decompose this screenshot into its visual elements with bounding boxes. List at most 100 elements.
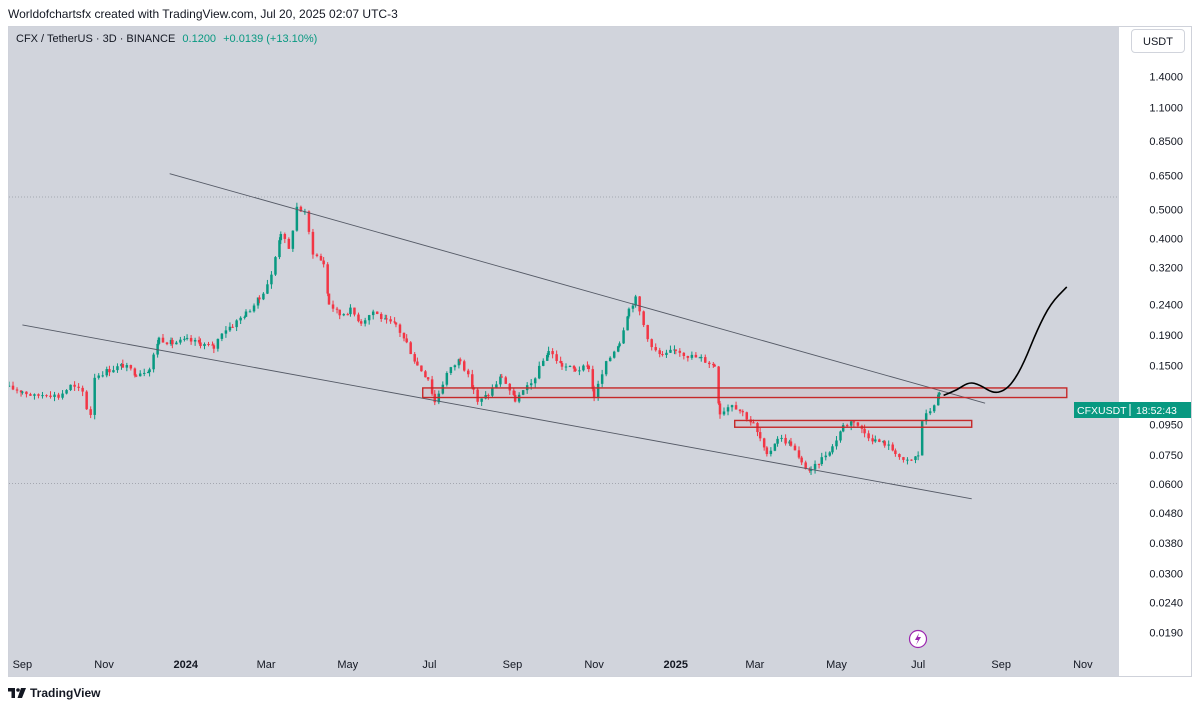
candle — [449, 367, 453, 374]
candle — [405, 338, 408, 343]
candle — [189, 337, 193, 342]
candle — [413, 354, 416, 362]
candle — [587, 365, 591, 370]
candle — [673, 349, 676, 351]
candle — [512, 390, 516, 395]
candle — [322, 260, 325, 265]
candle — [142, 372, 146, 374]
candle — [41, 395, 44, 397]
candle — [384, 318, 387, 320]
candle — [291, 230, 295, 249]
candle — [508, 383, 512, 391]
tradingview-logo-icon[interactable] — [8, 688, 26, 698]
candle — [708, 362, 711, 365]
candle — [212, 345, 216, 349]
candle — [101, 375, 104, 377]
plot-area[interactable] — [9, 27, 1119, 651]
candle — [25, 391, 28, 395]
candle — [105, 369, 108, 376]
candle — [379, 313, 383, 320]
candle — [49, 395, 52, 397]
x-tick-label: Mar — [745, 659, 764, 671]
candle — [185, 337, 189, 339]
candle — [916, 455, 920, 457]
candle — [669, 349, 672, 353]
price-axis[interactable] — [1119, 27, 1191, 676]
candle — [631, 305, 635, 309]
candle — [327, 293, 331, 305]
candle — [813, 463, 817, 470]
candle — [608, 357, 612, 362]
candle — [712, 364, 715, 366]
candle — [713, 364, 716, 367]
candle — [121, 363, 125, 368]
tradingview-logo-text[interactable]: TradingView — [30, 686, 101, 700]
candle — [513, 394, 517, 402]
candle — [568, 366, 572, 368]
candle — [828, 452, 832, 456]
candle — [409, 342, 412, 355]
candle — [346, 314, 350, 316]
candle — [574, 368, 577, 371]
candle — [283, 234, 287, 239]
candle — [572, 366, 576, 369]
candle — [398, 324, 402, 333]
candle — [780, 437, 783, 439]
candle — [175, 342, 178, 345]
candle — [9, 385, 11, 387]
candle — [319, 255, 323, 261]
candle — [856, 422, 860, 426]
candle — [457, 359, 461, 366]
candle — [179, 339, 182, 343]
candle — [722, 411, 726, 415]
upper-zone — [422, 387, 1068, 399]
candle — [800, 457, 803, 463]
x-tick-label: May — [337, 659, 358, 671]
candle — [914, 456, 917, 461]
candle — [171, 339, 174, 345]
candle — [193, 339, 197, 342]
candle — [694, 354, 698, 358]
candle — [21, 391, 24, 393]
candle — [248, 311, 252, 313]
candle — [578, 370, 581, 372]
candle — [871, 438, 874, 442]
candle — [441, 384, 445, 394]
candle — [445, 373, 449, 385]
candle — [616, 346, 620, 352]
currency-button[interactable]: USDT — [1131, 29, 1185, 53]
candle — [642, 311, 645, 326]
candle — [299, 206, 303, 212]
candle — [758, 432, 762, 439]
candle — [769, 450, 773, 455]
chart-legend: CFX / TetherUS · 3D · BINANCE 0.1200 +0.… — [16, 33, 321, 45]
candle — [560, 363, 564, 367]
candle — [338, 309, 341, 316]
candle — [878, 439, 881, 442]
time-axis[interactable] — [9, 651, 1119, 676]
lightning-icon[interactable] — [908, 629, 928, 649]
x-tick-label: Sep — [991, 659, 1011, 671]
candle — [634, 296, 637, 306]
candle — [804, 462, 807, 469]
candle — [147, 372, 150, 374]
last-price-countdown: 18:52:43 — [1136, 405, 1177, 417]
candle — [342, 314, 345, 316]
candle — [279, 234, 283, 241]
candle — [138, 373, 142, 377]
candle — [891, 444, 894, 451]
candle — [73, 384, 76, 387]
x-tick-label: 2024 — [174, 659, 199, 671]
candle — [467, 370, 470, 375]
candle — [97, 375, 100, 378]
candle — [258, 297, 261, 300]
candle — [353, 307, 356, 315]
price-chart[interactable]: 1.80001.40001.10000.85000.65000.50000.40… — [9, 27, 1191, 676]
candle — [817, 463, 821, 465]
candle — [349, 307, 352, 315]
projection-path — [943, 286, 1068, 397]
candle — [784, 437, 787, 444]
candle — [499, 376, 502, 385]
candle — [426, 377, 430, 380]
candle — [270, 274, 273, 285]
